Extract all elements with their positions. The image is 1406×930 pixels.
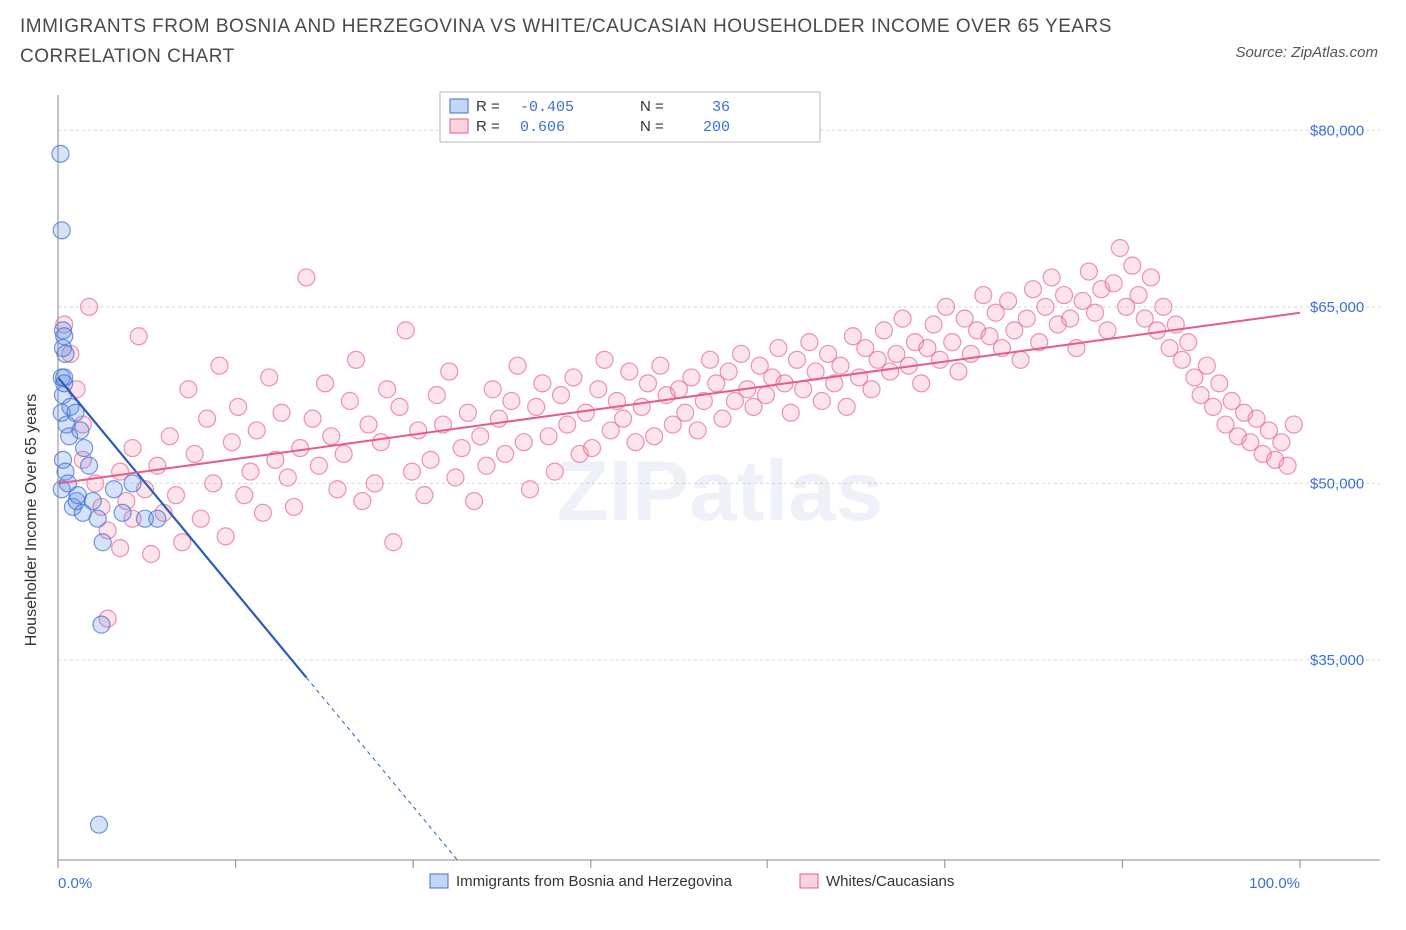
watermark-text: ZIPatlas [557,444,883,539]
svg-text:$65,000: $65,000 [1310,299,1364,316]
svg-text:200: 200 [703,119,730,136]
y-axis-label: Householder Income Over 65 years [23,394,40,647]
svg-text:N =: N = [640,118,664,135]
svg-text:R =: R = [476,98,500,115]
scatter-chart: ZIPatlas 0.0% 100.0% $35,000 $50,000 $65,000… [20,90,1386,900]
scatter-series-pink [56,240,1303,628]
correlation-legend: R = -0.405 N = 36 R = 0.606 N = 200 [440,92,820,142]
svg-text:-0.405: -0.405 [520,99,574,116]
grid-lines [58,130,1380,660]
svg-text:$50,000: $50,000 [1310,475,1364,492]
series-legend: Immigrants from Bosnia and Herzegovina Wh… [430,873,954,890]
y-axis-label-group: Householder Income Over 65 years [23,394,40,647]
svg-text:36: 36 [712,99,730,116]
svg-text:Whites/Caucasians: Whites/Caucasians [826,873,954,890]
chart-container: ZIPatlas 0.0% 100.0% $35,000 $50,000 $65,000… [20,90,1386,900]
source-attribution: Source: ZipAtlas.com [1235,44,1378,61]
chart-title: IMMIGRANTS FROM BOSNIA AND HERZEGOVINA V… [20,12,1120,73]
svg-text:0.606: 0.606 [520,119,565,136]
svg-text:$35,000: $35,000 [1310,652,1364,669]
svg-text:100.0%: 100.0% [1249,875,1300,892]
svg-text:0.0%: 0.0% [58,875,92,892]
svg-text:N =: N = [640,98,664,115]
svg-text:$80,000: $80,000 [1310,122,1364,139]
svg-text:Immigrants from Bosnia and Her: Immigrants from Bosnia and Herzegovina [456,873,733,890]
svg-text:R =: R = [476,118,500,135]
